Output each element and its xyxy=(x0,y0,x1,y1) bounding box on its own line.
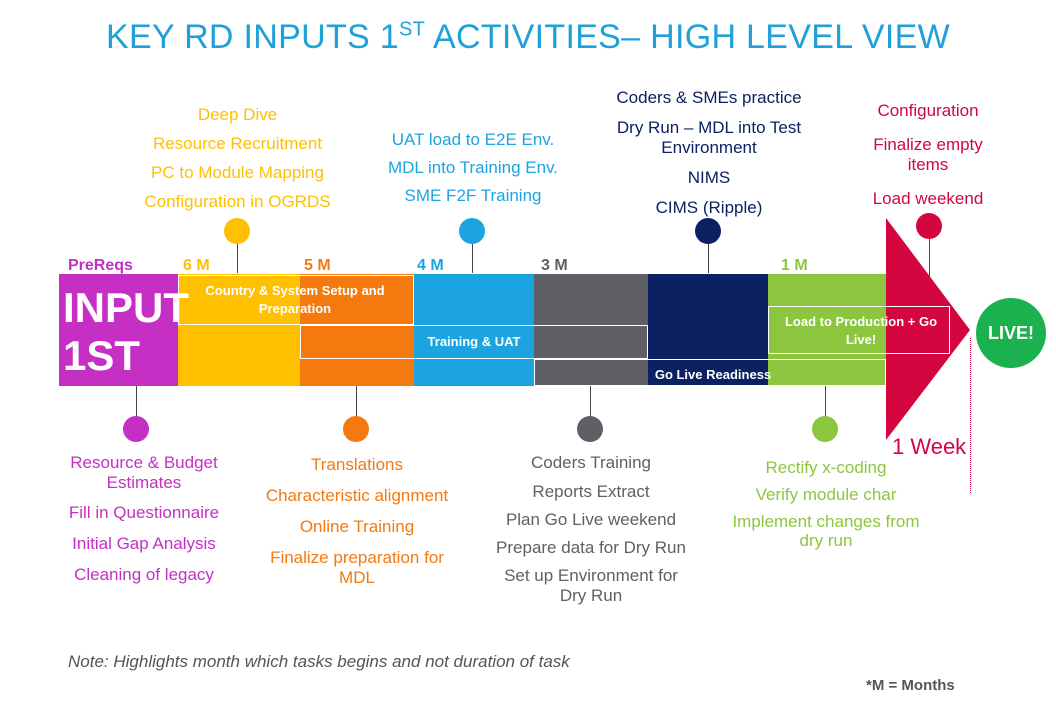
bottom-orange-item: Online Training xyxy=(299,517,415,536)
top-yellow-item: Deep Dive xyxy=(197,105,278,124)
top-yellow-item: PC to Module Mapping xyxy=(151,163,324,182)
connector-line xyxy=(590,386,591,418)
load-production-label: Load to Production + Go Live! xyxy=(784,314,938,347)
country-setup-label: Country & System Setup and Preparation xyxy=(205,283,385,316)
navy-marker-dot xyxy=(695,218,721,244)
live-badge: LIVE! xyxy=(976,298,1046,368)
bottom-gray-item: Set up Environment for Dry Run xyxy=(504,566,678,605)
go-live-readiness-label: Go Live Readiness xyxy=(654,367,772,382)
bottom-purple-item: Fill in Questionnaire xyxy=(68,503,220,522)
bottom-purple-item: Resource & Budget Estimates xyxy=(70,453,218,492)
go-live-readiness-box xyxy=(534,359,886,386)
week-dotted-line xyxy=(970,338,971,493)
top-red-item: Configuration xyxy=(877,101,979,120)
bottom-purple-item: Cleaning of legacy xyxy=(74,565,214,584)
purple-marker-dot xyxy=(123,416,149,442)
training-uat-box xyxy=(300,325,648,359)
note-text: Note: Highlights month which tasks begin… xyxy=(68,652,570,671)
connector-line xyxy=(237,243,238,273)
segment-2m xyxy=(648,274,768,386)
segment-4m xyxy=(414,274,534,386)
bottom-orange-item: Characteristic alignment xyxy=(265,486,449,505)
red-marker-dot xyxy=(916,213,942,239)
top-navy-item: CIMS (Ripple) xyxy=(655,198,763,217)
connector-line xyxy=(472,243,473,273)
month-label-1m: 1 M xyxy=(781,257,808,274)
top-group-red: Configuration Finalize empty items Load … xyxy=(858,101,998,209)
bottom-gray-item: Coders Training xyxy=(530,453,651,472)
top-blue-item: SME F2F Training xyxy=(404,186,542,205)
segment-prereqs xyxy=(59,274,178,386)
bottom-gray-item: Reports Extract xyxy=(532,482,650,501)
gray-marker-dot xyxy=(577,416,603,442)
segment-6m xyxy=(178,274,300,386)
country-setup-box xyxy=(178,275,414,325)
top-red-item: Load weekend xyxy=(872,189,984,208)
training-uat-label: Training & UAT xyxy=(427,334,521,349)
bottom-green-item: Rectify x-coding xyxy=(765,458,887,477)
connector-line xyxy=(825,386,826,418)
live-text: LIVE! xyxy=(987,323,1034,343)
input-line1: INPUT xyxy=(63,284,189,331)
segment-5m xyxy=(300,274,414,386)
blue-marker-dot xyxy=(459,218,485,244)
month-label-4m: 4 M xyxy=(417,257,444,274)
connector-line xyxy=(136,386,137,418)
month-label-3m: 3 M xyxy=(541,257,568,274)
connector-line xyxy=(356,386,357,418)
orange-marker-dot xyxy=(343,416,369,442)
input-1st-label: INPUT 1ST xyxy=(63,284,189,380)
top-red-item: Finalize empty items xyxy=(873,135,983,174)
input-line2: 1ST xyxy=(63,332,141,379)
green-marker-dot xyxy=(812,416,838,442)
top-group-yellow: Deep Dive Resource Recruitment PC to Mod… xyxy=(120,105,355,212)
bottom-group-orange: Translations Characteristic alignment On… xyxy=(244,455,470,588)
bottom-group-gray: Coders Training Reports Extract Plan Go … xyxy=(478,453,704,606)
bottom-green-item: Implement changes from dry run xyxy=(732,512,920,550)
top-navy-item: Coders & SMEs practice xyxy=(616,88,802,107)
top-yellow-item: Resource Recruitment xyxy=(152,134,323,153)
connector-line xyxy=(929,238,930,278)
yellow-marker-dot xyxy=(224,218,250,244)
bottom-gray-item: Prepare data for Dry Run xyxy=(496,538,686,557)
one-week-label: 1 Week xyxy=(892,434,967,459)
bottom-purple-item: Initial Gap Analysis xyxy=(72,534,216,553)
top-yellow-item: Configuration in OGRDS xyxy=(144,192,331,211)
month-label-6m: 6 M xyxy=(183,257,210,274)
bottom-gray-item: Plan Go Live weekend xyxy=(505,510,677,529)
bottom-group-green: Rectify x-coding Verify module char Impl… xyxy=(730,458,922,550)
load-production-box xyxy=(768,306,950,354)
bottom-orange-item: Translations xyxy=(311,455,403,474)
month-label-prereqs: PreReqs xyxy=(68,257,133,274)
connector-line xyxy=(708,243,709,273)
top-navy-item: Dry Run – MDL into Test Environment xyxy=(616,118,802,157)
top-navy-item: NIMS xyxy=(687,168,731,187)
bottom-orange-item: Finalize preparation for MDL xyxy=(270,548,444,587)
top-blue-item: MDL into Training Env. xyxy=(387,158,559,177)
month-label-5m: 5 M xyxy=(304,257,331,274)
top-group-navy: Coders & SMEs practice Dry Run – MDL int… xyxy=(598,88,820,218)
top-blue-item: UAT load to E2E Env. xyxy=(391,130,555,149)
segment-1m xyxy=(768,274,886,386)
footnote-text: *M = Months xyxy=(866,677,955,694)
segment-3m xyxy=(534,274,648,386)
page-title: KEY RD INPUTS 1ST ACTIVITIES– HIGH LEVEL… xyxy=(106,18,950,56)
bottom-group-purple: Resource & Budget Estimates Fill in Ques… xyxy=(46,453,242,585)
bottom-green-item: Verify module char xyxy=(755,485,897,504)
top-group-blue: UAT load to E2E Env. MDL into Training E… xyxy=(368,130,578,206)
go-live-arrow xyxy=(886,218,970,440)
